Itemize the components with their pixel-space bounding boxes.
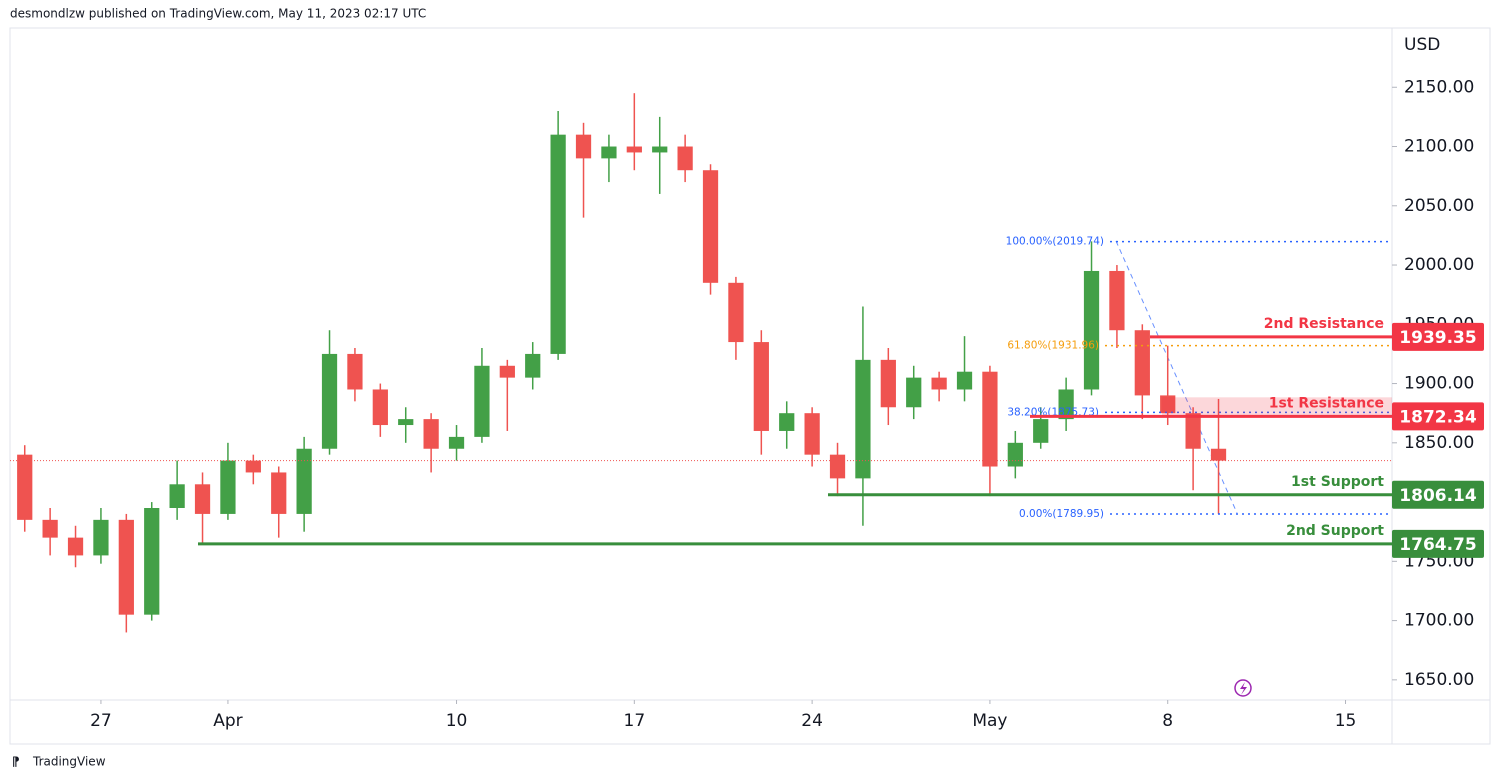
y-tick-label: 2050.00 [1404,196,1474,216]
candle-body [956,371,973,390]
level-name: 2nd Support [1286,523,1384,539]
candle-body [1007,442,1023,467]
candle-body [804,413,820,455]
candle-body [144,508,160,615]
candle-body [626,146,642,153]
candle-body [1083,270,1100,390]
candle-body [652,146,668,153]
candle-body [220,460,236,514]
price-badge-label: 1939.35 [1399,328,1476,348]
candle-body [347,353,363,390]
price-badge-label: 1806.14 [1399,486,1477,506]
candle-body [271,472,287,514]
footer: TradingView [32,755,106,769]
candle-body [525,353,541,378]
candle-body [1210,448,1227,461]
candle-body [855,359,871,479]
candle-body [1134,330,1150,396]
price-badge [1392,322,1484,351]
candle-body [880,359,896,408]
price-badge [1392,529,1484,558]
candle-body [601,146,617,159]
fib-label: 0.00%(1789.95) [1019,508,1104,520]
candle-body [1185,413,1201,449]
price-badge [1392,402,1484,431]
candle-body [118,519,134,615]
logo: ⁋ [12,755,20,769]
candle-body [1058,389,1074,420]
x-tick-label: 24 [801,711,823,731]
candle-body [194,484,211,514]
price-badge-label: 1764.75 [1399,535,1476,555]
candle-body [169,484,185,508]
level-name: 2nd Resistance [1264,316,1384,332]
price-badge [1392,480,1484,509]
level-name: 1st Support [1291,474,1384,490]
candle-body [575,134,592,159]
event-icon [1234,679,1252,697]
candle-body [245,460,261,473]
candle-body [17,454,33,520]
candle-body [906,377,922,408]
candle-body [423,419,439,449]
candle-body [728,282,744,343]
event-icon [1240,682,1247,695]
candle-body [982,371,998,467]
candle-body [550,134,566,354]
candle-body [474,365,490,437]
y-tick-label: 2000.00 [1404,255,1474,275]
x-tick-label: 15 [1335,711,1357,731]
currency: USD [1404,35,1440,55]
candle-body [372,389,388,426]
candle-body [931,377,947,390]
resistance-zone [1162,397,1392,417]
y-tick-label: 1900.00 [1404,374,1474,394]
candle-body [1033,419,1049,443]
candle-body [753,342,769,431]
frame [9,27,1491,745]
candle-body [1160,395,1176,414]
candle-body [779,413,795,431]
fib-label: 61.80%(1931.96) [1007,340,1099,352]
x-tick-label: 10 [446,711,468,731]
y-tick-label: 1650.00 [1404,670,1474,690]
level-name: 1st Resistance [1269,395,1384,411]
candle-body [42,519,58,538]
candle-body [829,454,846,479]
x-tick-label: 27 [90,711,112,731]
candle-body [398,419,414,426]
candle-body [1109,270,1125,331]
fib-label: 100.00%(2019.74) [1006,236,1104,248]
candle-body [499,365,515,378]
candle-body [321,353,338,449]
candle-body [702,170,719,283]
y-tick-label: 1700.00 [1404,611,1474,631]
x-tick-label: 8 [1162,711,1173,731]
x-tick-label: Apr [213,711,242,731]
candle-body [67,537,84,556]
x-tick-label: May [972,711,1007,731]
candle-body [677,146,693,171]
y-tick-label: 1850.00 [1404,433,1474,453]
y-tick-label: 2100.00 [1404,137,1474,157]
candle-body [448,436,465,449]
price-badge-label: 1872.34 [1399,407,1477,427]
candle-body [93,519,109,556]
x-tick-label: 17 [624,711,646,731]
candle-body [296,448,312,514]
y-tick-label: 2150.00 [1404,77,1474,97]
fib-trend [1115,240,1238,514]
header: desmondlzw published on TradingView.com,… [10,7,426,21]
